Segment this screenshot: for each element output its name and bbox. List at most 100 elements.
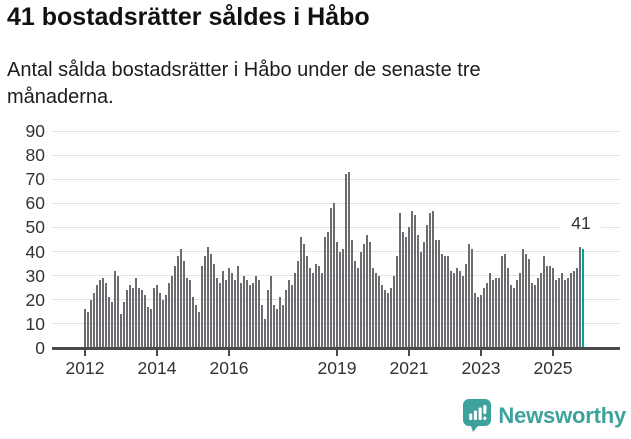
- x-axis-tick-label: 2021: [389, 358, 429, 378]
- bar: [119, 314, 123, 348]
- bar: [284, 290, 288, 348]
- x-axis-tick: [336, 349, 338, 356]
- x-axis-tick-label: 2016: [209, 358, 249, 378]
- bar: [323, 237, 327, 348]
- y-axis-tick-label: 30: [25, 265, 45, 286]
- bar: [386, 292, 390, 348]
- bar: [392, 275, 396, 348]
- bar: [176, 256, 180, 348]
- bar: [95, 285, 99, 348]
- bar: [197, 311, 201, 348]
- bar: [86, 311, 90, 348]
- newsworthy-wordmark: Newsworthy: [498, 402, 626, 428]
- bar: [476, 297, 480, 348]
- bar: [152, 287, 156, 348]
- bar: [218, 282, 222, 348]
- bar: [311, 273, 315, 348]
- newsworthy-logo[interactable]: Newsworthy: [463, 399, 626, 432]
- bar: [503, 253, 507, 348]
- bar: [146, 307, 150, 348]
- bar: [557, 278, 561, 348]
- y-axis-tick-label: 10: [25, 313, 45, 334]
- bar: [182, 261, 186, 348]
- y-axis-tick-label: 70: [25, 169, 45, 190]
- bar: [254, 275, 258, 348]
- bar: [332, 203, 336, 348]
- bar: [188, 280, 192, 348]
- bar: [563, 280, 567, 348]
- bar: [506, 268, 510, 348]
- bar: [281, 304, 285, 348]
- bar: [536, 278, 540, 348]
- x-axis-tick-label: 2025: [533, 358, 573, 378]
- bar: [428, 212, 432, 348]
- gridline: [52, 130, 620, 132]
- bar: [452, 273, 456, 348]
- bar: [104, 282, 108, 348]
- bar: [470, 249, 474, 348]
- bar: [227, 268, 231, 348]
- y-axis-tick-label: 0: [35, 338, 45, 358]
- x-axis-tick-label: 2019: [317, 358, 357, 378]
- chart-title: 41 bostadsrätter såldes i Håbo: [7, 3, 370, 31]
- x-axis-tick: [156, 349, 158, 356]
- bar: [263, 319, 267, 348]
- bar: [248, 285, 252, 348]
- bar: [209, 253, 213, 348]
- gridline: [52, 178, 620, 180]
- bar: [389, 287, 393, 348]
- bar: [560, 273, 564, 348]
- highlight-bar: [581, 249, 585, 348]
- bar: [113, 270, 117, 348]
- y-axis-tick-label: 90: [25, 121, 45, 141]
- bar: [200, 266, 204, 348]
- bar: [290, 285, 294, 348]
- x-axis-tick: [228, 349, 230, 356]
- bar: [251, 282, 255, 348]
- bar: [134, 278, 138, 348]
- bar: [287, 280, 291, 348]
- bar: [434, 239, 438, 348]
- x-axis-tick: [480, 349, 482, 356]
- bar: [479, 294, 483, 348]
- bar: [161, 299, 165, 348]
- bar: [194, 304, 198, 348]
- bar: [494, 278, 498, 348]
- gridline: [52, 202, 620, 204]
- bar: [158, 292, 162, 348]
- bar: [293, 273, 297, 348]
- bar: [377, 275, 381, 348]
- bar: [371, 268, 375, 348]
- bar: [488, 273, 492, 348]
- x-axis-tick-label: 2012: [65, 358, 105, 378]
- bar: [443, 256, 447, 348]
- x-axis-tick: [84, 349, 86, 356]
- bar: [575, 268, 579, 348]
- bar: [485, 282, 489, 348]
- bar: [374, 273, 378, 348]
- bar: [191, 297, 195, 348]
- bar: [413, 215, 417, 348]
- bar: [137, 287, 141, 348]
- bar: [539, 273, 543, 348]
- bar: [515, 280, 519, 348]
- bar: [356, 268, 360, 348]
- bar: [131, 287, 135, 348]
- bar: [98, 280, 102, 348]
- bar: [353, 261, 357, 348]
- bar: [242, 275, 246, 348]
- bar: [395, 256, 399, 348]
- x-axis-tick: [408, 349, 410, 356]
- bar: [257, 280, 261, 348]
- x-axis-tick: [552, 349, 554, 356]
- bar: [524, 253, 528, 348]
- bar: [458, 270, 462, 348]
- bar: [299, 237, 303, 348]
- bar: [500, 256, 504, 348]
- bar: [551, 268, 555, 348]
- bar: [272, 304, 276, 348]
- bar: [368, 241, 372, 348]
- bar: [302, 244, 306, 348]
- bar: [548, 266, 552, 348]
